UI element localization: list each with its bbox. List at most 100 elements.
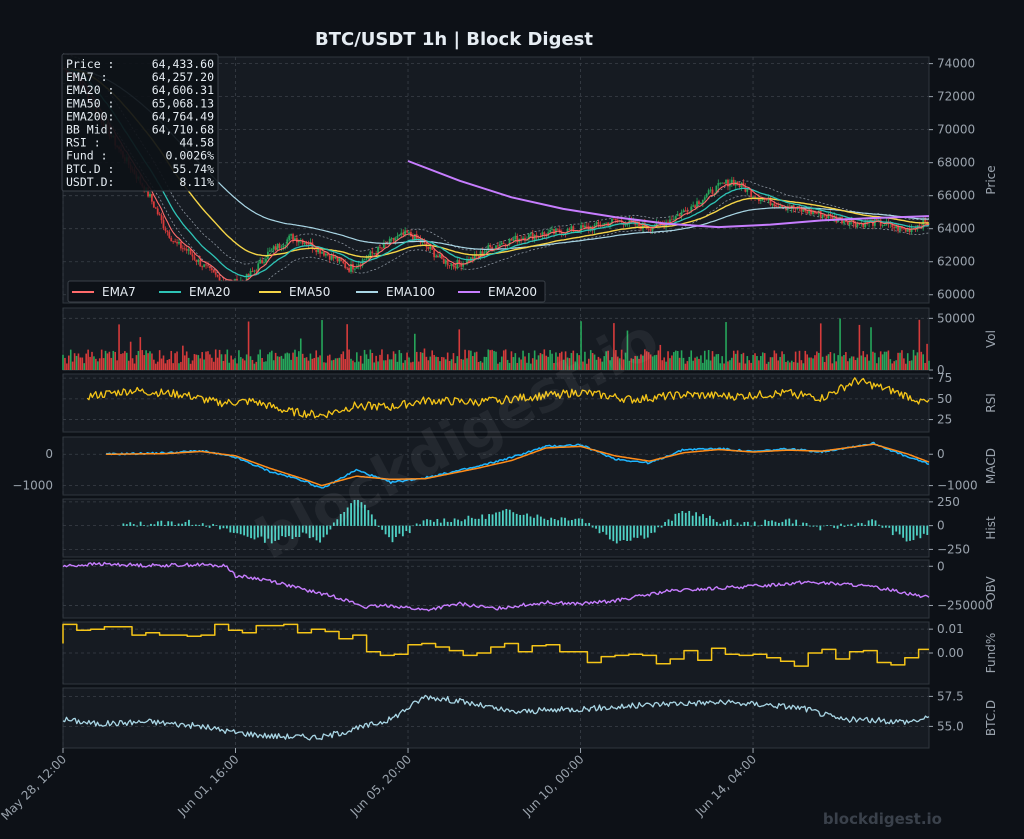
volume-bar — [377, 361, 379, 370]
volume-bar — [847, 361, 849, 370]
hist-bar — [384, 525, 387, 535]
candle-body — [752, 196, 754, 198]
candle-body — [585, 225, 588, 227]
volume-bar — [100, 349, 103, 370]
volume-bar — [500, 356, 503, 370]
candle-body — [427, 246, 430, 249]
volume-bar — [808, 357, 810, 370]
candle-body — [815, 213, 818, 215]
candle-body — [344, 263, 347, 268]
panels-layer: 60000 62000 64000 66000 68000 70000 72000 74000… — [12, 53, 998, 749]
hist-bar — [740, 524, 742, 526]
candle-body — [456, 260, 459, 269]
volume-bar — [653, 355, 656, 370]
volume-bar — [674, 350, 677, 370]
hist-bar — [878, 524, 880, 526]
volume-bar — [481, 362, 484, 370]
volume-bar — [638, 358, 640, 370]
volume-bar — [147, 353, 149, 370]
hist-bar — [170, 521, 173, 526]
volume-bar — [327, 355, 329, 370]
hist-bar — [650, 525, 653, 534]
volume-bar — [669, 358, 671, 370]
volume-bar — [375, 355, 377, 370]
volume-bar — [323, 362, 325, 370]
candle-body — [647, 228, 650, 230]
volume-bar — [796, 362, 799, 370]
ytick-label-rsi-2: 75 — [937, 371, 952, 385]
candle-body — [904, 229, 907, 232]
volume-bar — [369, 349, 372, 370]
ylabel-price: Price — [984, 165, 998, 194]
candle-body — [899, 226, 901, 231]
candle-body — [408, 232, 410, 233]
volume-bar — [601, 361, 604, 370]
volume-bar — [311, 358, 314, 370]
candle-body — [497, 245, 499, 247]
volume-bar — [887, 350, 890, 370]
candle-body — [338, 257, 341, 262]
candle-body — [290, 234, 292, 236]
hist-bar — [884, 525, 887, 528]
volume-bar — [398, 350, 401, 370]
ytick-label-price-1: 62000 — [937, 255, 975, 269]
info-value: 64,710.68 — [152, 123, 214, 137]
volume-bar — [400, 353, 403, 370]
hist-bar — [205, 525, 208, 527]
volume-bar — [290, 359, 292, 370]
candle-body — [667, 221, 669, 224]
volume-bar — [866, 354, 868, 370]
volume-bar — [597, 356, 600, 370]
hist-bar — [174, 525, 177, 526]
candle-body — [642, 222, 644, 230]
hist-bar — [122, 523, 125, 526]
panel-frame-rsi — [62, 373, 930, 433]
hist-bar — [778, 522, 780, 526]
volume-bar — [560, 351, 563, 370]
hist-bar — [550, 517, 553, 526]
hist-bar — [329, 525, 332, 530]
candle-body — [247, 273, 250, 277]
candle-body — [684, 210, 687, 212]
volume-bar — [178, 363, 180, 370]
volume-bar — [129, 341, 132, 370]
volume-bar — [721, 356, 723, 370]
volume-bar — [711, 351, 714, 370]
volume-bar — [725, 322, 727, 370]
hist-bar — [622, 525, 625, 541]
hist-bar — [177, 523, 180, 526]
hist-bar — [522, 514, 525, 526]
volume-bar — [897, 352, 899, 370]
volume-bar — [541, 354, 544, 370]
panel-macd: −1000 −1000 0 0 MACD — [12, 436, 998, 496]
volume-bar — [294, 349, 296, 370]
candle-body — [205, 264, 207, 266]
volume-bar — [379, 354, 381, 370]
candle-body — [524, 237, 526, 241]
candle-body — [607, 222, 610, 226]
candle-body — [765, 199, 768, 201]
volume-bar — [868, 360, 870, 370]
volume-bar — [230, 355, 232, 370]
volume-bar — [862, 351, 865, 370]
hist-bar — [691, 515, 694, 526]
volume-bar — [543, 349, 546, 370]
volume-bar — [696, 356, 698, 370]
volume-bar — [742, 352, 745, 370]
candle-body — [328, 255, 331, 260]
hist-bar — [529, 516, 532, 526]
candle-body — [458, 260, 461, 264]
candle-body — [572, 226, 575, 232]
candle-body — [906, 228, 909, 232]
ytick-label-btcd-0: 55.0 — [937, 719, 964, 733]
candle-body — [305, 242, 308, 245]
ylabel-btcd: BTC.D — [984, 700, 998, 736]
volume-bar — [908, 360, 911, 370]
candle-body — [520, 238, 523, 240]
candle-body — [251, 271, 254, 272]
volume-bar — [816, 351, 818, 370]
info-value: 64,257.20 — [152, 70, 214, 84]
macd-left-tick-0: −1000 — [12, 479, 53, 493]
candle-body — [669, 219, 671, 224]
info-label: EMA7 : — [66, 70, 108, 84]
